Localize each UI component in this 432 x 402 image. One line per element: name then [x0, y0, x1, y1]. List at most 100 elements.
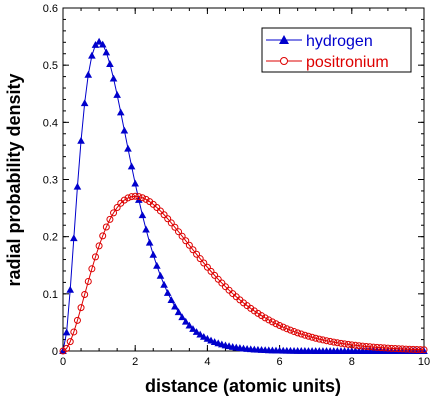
hydrogen-point [70, 234, 78, 242]
legend: hydrogen positronium [261, 27, 412, 73]
positronium-point [160, 211, 168, 219]
positronium-point [391, 345, 399, 353]
positronium-point [120, 196, 128, 204]
positronium-point [351, 341, 359, 349]
hydrogen-point [88, 51, 96, 59]
positronium-point [254, 309, 262, 317]
positronium-point [369, 343, 377, 351]
positronium-point [283, 325, 291, 333]
x-axis-title: distance (atomic units) [145, 376, 341, 396]
positronium-point [330, 338, 338, 346]
positronium-point [196, 255, 204, 263]
positronium-point [221, 283, 229, 291]
positronium-point [81, 291, 89, 299]
hydrogen-point [84, 70, 93, 78]
hydrogen-point [167, 296, 176, 304]
hydrogen-point [120, 126, 129, 134]
positronium-point [88, 265, 96, 273]
positronium-point [373, 343, 381, 351]
legend-positronium-label: positronium [306, 54, 389, 71]
hydrogen-point [106, 60, 114, 68]
positronium-point [359, 342, 367, 350]
positronium-point [84, 277, 92, 285]
positronium-point [207, 267, 215, 275]
positronium-point [77, 304, 85, 312]
positronium-point [362, 342, 370, 350]
positronium-point [261, 314, 269, 322]
positronium-point [279, 323, 287, 331]
x-tick-label: 8 [349, 356, 355, 368]
x-tick-label: 2 [132, 356, 138, 368]
hydrogen-point [116, 108, 125, 116]
axis-ticks: 0 2 4 6 8 10 0 0.1 0.2 0.3 0.4 0.5 0.6 [43, 3, 430, 368]
y-tick-label: 0 [52, 346, 58, 358]
positronium-point [409, 345, 417, 353]
positronium-point [406, 345, 414, 353]
x-tick-label: 10 [418, 356, 430, 368]
hydrogen-point [80, 99, 89, 107]
positronium-point [398, 345, 406, 353]
x-tick-label: 0 [60, 356, 66, 368]
positronium-point [153, 203, 161, 211]
hydrogen-point [174, 308, 183, 316]
positronium-point [102, 223, 110, 231]
hydrogen-point [109, 74, 118, 82]
positronium-point [416, 346, 424, 354]
positronium-point [304, 332, 312, 340]
positronium-point [333, 339, 341, 347]
y-tick-label: 0.6 [43, 3, 58, 15]
positronium-point [348, 341, 356, 349]
positronium-point [175, 228, 183, 236]
positronium-point [142, 195, 150, 203]
legend-box [261, 27, 412, 73]
hydrogen-point [73, 182, 82, 190]
hydrogen-point [142, 225, 150, 233]
positronium-point [312, 334, 320, 342]
positronium-point [135, 193, 143, 201]
positronium-point [388, 344, 396, 352]
hydrogen-point [66, 285, 75, 293]
positronium-point [73, 316, 81, 324]
positronium-point [218, 279, 226, 287]
positronium-point [91, 253, 99, 261]
positronium-point [344, 340, 352, 348]
y-tick-label: 0.3 [43, 175, 58, 187]
hydrogen-point [95, 37, 103, 45]
hydrogen-point [127, 162, 136, 170]
hydrogen-point [185, 321, 194, 329]
positronium-point [323, 337, 331, 345]
hydrogen-point [138, 211, 147, 219]
positronium-point [99, 232, 107, 240]
positronium-point [301, 331, 309, 339]
y-tick-label: 0.5 [43, 60, 58, 72]
positronium-point [413, 345, 421, 353]
positronium-point [294, 329, 302, 337]
y-tick-label: 0.4 [43, 117, 58, 129]
hydrogen-point [124, 144, 132, 152]
positronium-point [164, 215, 172, 223]
positronium-point [308, 333, 316, 341]
positronium-point [193, 250, 201, 258]
positronium-point [326, 337, 334, 345]
hydrogen-point [153, 261, 161, 269]
positronium-point [95, 242, 103, 250]
positronium-point [156, 207, 164, 215]
hydrogen-point [145, 238, 154, 246]
positronium-point [286, 326, 294, 334]
positronium-point [250, 307, 258, 315]
hydrogen-point [189, 325, 197, 332]
legend-positronium-marker [280, 57, 288, 65]
positronium-point [131, 192, 139, 200]
positronium-point [337, 339, 345, 347]
positronium-point [70, 328, 78, 336]
hydrogen-point [62, 328, 71, 336]
positronium-point [297, 330, 305, 338]
series-layer [59, 37, 428, 355]
hydrogen-point [149, 250, 158, 258]
positronium-point [178, 232, 186, 240]
hydrogen-point [160, 280, 168, 288]
positronium-point [128, 193, 136, 201]
positronium-point [113, 203, 121, 211]
series-positronium [59, 192, 428, 355]
hydrogen-point [181, 317, 190, 325]
